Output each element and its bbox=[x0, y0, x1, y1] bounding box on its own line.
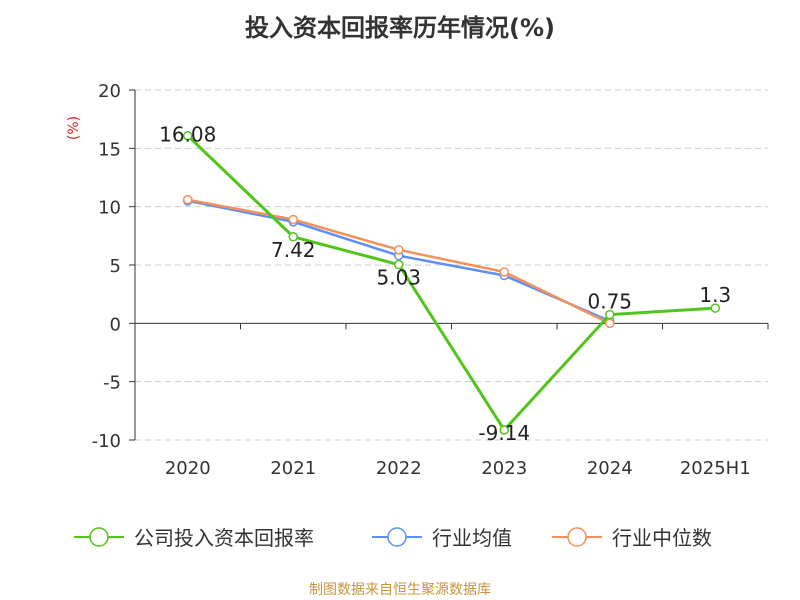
y-tick-label: 0 bbox=[110, 314, 121, 335]
x-tick-label: 2024 bbox=[587, 458, 633, 479]
y-tick-label: 10 bbox=[98, 198, 121, 219]
x-tick-label: 2022 bbox=[376, 458, 422, 479]
data-point bbox=[288, 214, 298, 225]
legend-item: 行业均值 bbox=[372, 526, 512, 550]
x-tick-label: 2023 bbox=[481, 458, 527, 479]
data-label: 5.03 bbox=[376, 266, 421, 290]
data-point bbox=[183, 194, 193, 205]
legend-marker bbox=[567, 527, 587, 547]
y-tick-label: 5 bbox=[110, 256, 121, 277]
data-point bbox=[183, 130, 193, 141]
legend-marker bbox=[89, 527, 109, 547]
data-point bbox=[710, 303, 720, 313]
axis-layer: 20 15 10 5 0 -5 -10 2020 2021 2022 2023 2024 2025H1 bbox=[92, 81, 769, 479]
data-label: 16.08 bbox=[159, 123, 216, 147]
legend-label: 公司投入资本回报率 bbox=[134, 526, 314, 550]
data-label: -9.14 bbox=[478, 421, 530, 445]
data-point bbox=[394, 259, 404, 270]
x-tick-label: 2025H1 bbox=[680, 458, 751, 479]
data-label: 0.75 bbox=[587, 290, 632, 314]
data-point bbox=[499, 425, 509, 435]
y-tick-label: 20 bbox=[98, 81, 121, 102]
y-axis-label: (%) bbox=[66, 116, 82, 140]
series-layer bbox=[183, 130, 720, 435]
data-label: 7.42 bbox=[271, 238, 316, 262]
x-tick-label: 2021 bbox=[270, 458, 316, 479]
data-label: 1.3 bbox=[699, 283, 731, 307]
legend-label: 行业均值 bbox=[432, 526, 512, 550]
legend-item: 公司投入资本回报率 bbox=[74, 526, 314, 550]
legend: 公司投入资本回报率 行业均值 行业中位数 bbox=[74, 526, 712, 550]
legend-label: 行业中位数 bbox=[612, 526, 712, 550]
y-tick-label: -10 bbox=[92, 431, 121, 452]
data-point bbox=[499, 267, 509, 277]
data-point bbox=[605, 309, 615, 320]
data-point bbox=[288, 232, 298, 242]
legend-marker bbox=[387, 527, 407, 547]
chart-title: 投入资本回报率历年情况(%) bbox=[245, 14, 555, 42]
legend-item: 行业中位数 bbox=[552, 526, 712, 550]
series-line bbox=[186, 134, 717, 432]
data-label-layer: 16.08 7.42 5.03 -9.14 0.75 1.3 bbox=[159, 123, 731, 445]
data-point bbox=[605, 318, 615, 329]
y-tick-label: 15 bbox=[98, 139, 121, 160]
source-note: 制图数据来自恒生聚源数据库 bbox=[309, 582, 491, 598]
data-point bbox=[394, 245, 404, 255]
x-tick-label: 2020 bbox=[165, 458, 211, 479]
y-tick-label: -5 bbox=[103, 373, 121, 394]
grid-layer bbox=[135, 89, 768, 441]
